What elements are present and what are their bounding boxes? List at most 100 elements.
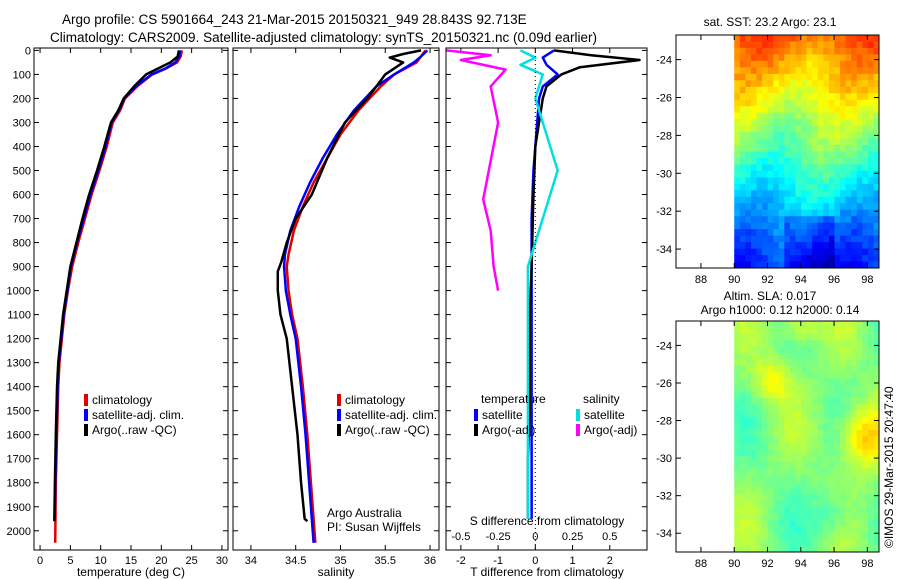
depth-tick-label: 1800 [7, 478, 31, 490]
map-x-tick-label: 90 [728, 558, 740, 570]
map-y-tick-label: -30 [656, 168, 672, 180]
legend-swatch [474, 409, 478, 421]
depth-tick-label: 500 [13, 165, 31, 177]
legend-label: Argo(-adj) [584, 423, 637, 437]
depth-tick-label: 1500 [7, 406, 31, 418]
map-y-tick-label: -34 [656, 528, 672, 540]
map-x-tick-label: 92 [761, 274, 773, 286]
diff-series-line [526, 49, 641, 519]
sla-heatmap [734, 321, 879, 552]
diff-s-tick-label: -0.5 [451, 531, 470, 543]
diff-x-tick-label: -2 [456, 555, 466, 567]
temperature-x-label: temperature (deg C) [77, 565, 185, 579]
difference-panel: -2 -1 0 1 2 T difference from climatology S … [445, 47, 648, 579]
depth-tick-label: 1100 [7, 310, 31, 322]
map-x-tick-label: 88 [695, 558, 707, 570]
temp-series-line [53, 50, 184, 543]
s-difference-label: S difference from climatology [470, 514, 625, 528]
map-y-tick-label: -26 [656, 93, 672, 105]
legend-swatch [84, 409, 88, 421]
legend-swatch [84, 394, 88, 406]
map-x-tick-label: 92 [761, 558, 773, 570]
legend-label: Argo(..raw -QC) [92, 423, 177, 437]
legend-label: satellite [584, 408, 625, 422]
legend-label: satellite-adj. clim. [92, 408, 184, 422]
diff-x-tick-label: -1 [493, 555, 503, 567]
map-y-tick-label: -34 [656, 244, 672, 256]
sla-map-panel: Altim. SLA: 0.017 Argo h1000: 0.12 h2000… [656, 289, 880, 570]
map-y-tick-label: -28 [656, 416, 672, 428]
map-y-tick-label: -32 [656, 491, 672, 503]
map-y-tick-label: -24 [656, 340, 672, 352]
temp-x-tick-label: 25 [186, 555, 198, 567]
depth-tick-label: 600 [13, 190, 31, 202]
legend-swatch [576, 424, 580, 436]
depth-tick-label: 300 [13, 117, 31, 129]
depth-tick-label: 1900 [7, 502, 31, 514]
legend-label: Argo(-adj) [482, 423, 535, 437]
legend-swatch [337, 424, 341, 436]
salinity-x-label: salinity [318, 565, 355, 579]
diff-series-line [519, 49, 559, 519]
legend-label: Argo(..raw -QC) [345, 423, 430, 437]
map-x-tick-label: 88 [695, 274, 707, 286]
temp-x-tick-label: 15 [125, 555, 137, 567]
legend-label: climatology [345, 393, 405, 407]
temp-x-tick-label: 20 [155, 555, 167, 567]
legend-label: satellite-adj. clim. [345, 408, 437, 422]
map-x-tick-label: 96 [828, 558, 840, 570]
title-line-1: Argo profile: CS 5901664_243 21-Mar-2015… [62, 12, 527, 27]
diff-s-tick-label: 0 [532, 531, 538, 543]
temp-x-tick-label: 0 [37, 555, 43, 567]
map-y-tick-label: -30 [656, 453, 672, 465]
diff-x-tick-label: 1 [569, 555, 575, 567]
legend-title-temperature: temperature [481, 392, 546, 406]
depth-tick-label: 700 [13, 214, 31, 226]
sal-x-tick-label: 34.5 [285, 555, 306, 567]
map-y-tick-label: -28 [656, 130, 672, 142]
annotation-pi: PI: Susan Wijffels [327, 520, 421, 534]
diff-x-tick-label: 0 [532, 555, 538, 567]
depth-tick-label: 0 [25, 45, 31, 57]
diff-x-tick-label: 2 [607, 555, 613, 567]
title-line-2: Climatology: CARS2009. Satellite-adjuste… [50, 30, 597, 45]
temp-series-line [53, 50, 182, 522]
sal-series-line [282, 49, 429, 543]
salinity-panel: 34 34.5 35 35.5 36 salinity climatologysatel… [232, 47, 440, 579]
depth-tick-label: 900 [13, 262, 31, 274]
temperature-panel: 0100200300400500600700800900100011001200… [7, 45, 229, 579]
map-x-tick-label: 94 [795, 558, 807, 570]
diff-s-tick-label: 0.5 [602, 531, 617, 543]
diff-series-line [446, 49, 507, 291]
depth-tick-label: 1600 [7, 430, 31, 442]
temp-x-tick-label: 30 [216, 555, 228, 567]
temp-series-line [53, 50, 181, 522]
sla-map-title-2: Argo h1000: 0.12 h2000: 0.14 [701, 303, 860, 317]
t-difference-x-label: T difference from climatology [470, 565, 624, 579]
depth-tick-label: 800 [13, 238, 31, 250]
legend-swatch [337, 409, 341, 421]
sal-x-tick-label: 36 [424, 555, 436, 567]
map-x-tick-label: 98 [861, 274, 873, 286]
map-x-tick-label: 90 [728, 274, 740, 286]
sal-series-line [276, 49, 422, 523]
temp-x-tick-label: 10 [95, 555, 107, 567]
sla-map-title-1: Altim. SLA: 0.017 [724, 289, 817, 303]
depth-tick-label: 1300 [7, 358, 31, 370]
sal-x-tick-label: 34 [245, 555, 257, 567]
sst-heatmap [734, 35, 879, 268]
map-y-tick-label: -24 [656, 55, 672, 67]
sst-map-title: sat. SST: 23.2 Argo: 23.1 [704, 15, 837, 29]
depth-tick-label: 1200 [7, 334, 31, 346]
map-y-tick-label: -32 [656, 206, 672, 218]
legend-swatch [474, 424, 478, 436]
depth-tick-label: 1400 [7, 382, 31, 394]
legend-swatch [576, 409, 580, 421]
legend-swatch [337, 394, 341, 406]
depth-tick-label: 100 [13, 69, 31, 81]
depth-tick-label: 1000 [7, 286, 31, 298]
map-x-tick-label: 96 [828, 274, 840, 286]
diff-s-tick-label: 0.25 [562, 531, 583, 543]
sal-x-tick-label: 35.5 [375, 555, 396, 567]
